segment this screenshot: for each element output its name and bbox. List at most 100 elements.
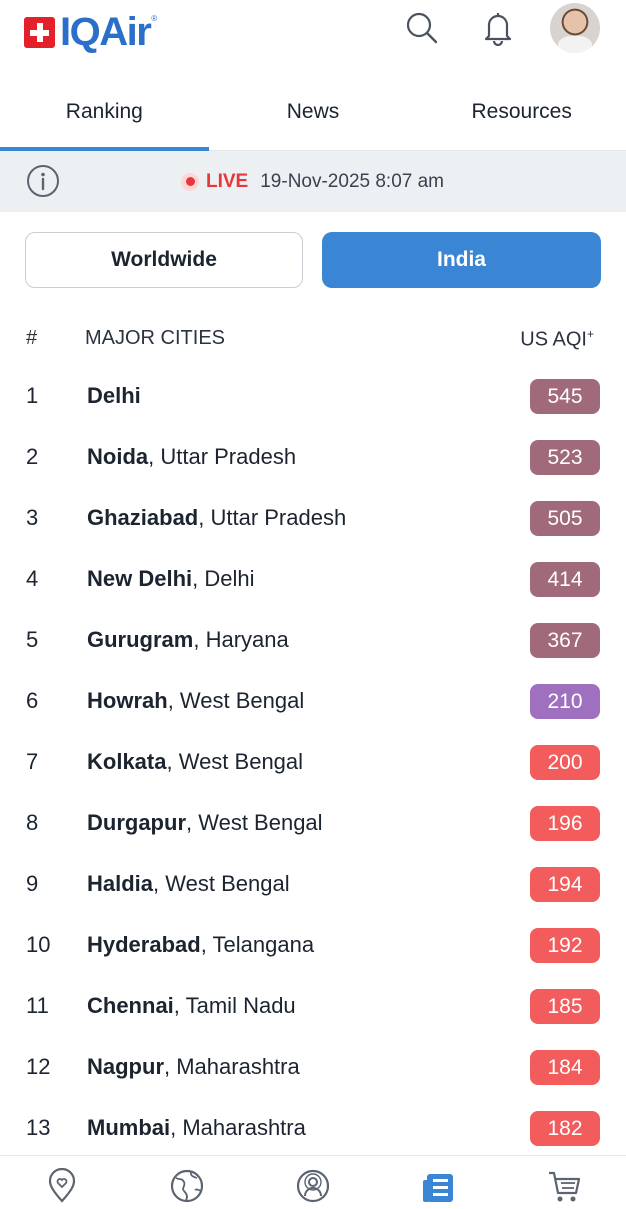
info-icon[interactable] [26,164,60,198]
cart-icon[interactable] [546,1168,582,1204]
brand-name: IQAir [60,10,152,54]
table-row[interactable]: 1 Delhi 545 [0,366,626,427]
aqi-badge: 194 [530,867,600,902]
worldwide-toggle-button[interactable]: Worldwide [25,232,303,288]
region-label: , Tamil Nadu [173,993,296,1018]
tab-news[interactable]: News [286,100,340,123]
table-row[interactable]: 10 Hyderabad, Telangana 192 [0,915,626,976]
location-pin-icon[interactable] [44,1167,80,1204]
table-row[interactable]: 7 Kolkata, West Bengal 200 [0,732,626,793]
aqi-badge: 192 [530,928,600,963]
air-monitor-icon[interactable] [295,1168,331,1204]
region-label: , Uttar Pradesh [148,444,297,469]
globe-icon[interactable] [169,1168,205,1204]
rank-number: 5 [26,627,39,652]
table-row[interactable]: 5 Gurugram, Haryana 367 [0,610,626,671]
rank-number: 13 [26,1115,51,1140]
region-label: , Telangana [200,932,315,957]
city-label: Kolkata [87,749,167,774]
aqi-badge: 196 [530,806,600,841]
india-toggle-button[interactable]: India [322,232,601,288]
ranking-list-icon[interactable] [421,1168,457,1204]
table-row[interactable]: 12 Nagpur, Maharashtra 184 [0,1037,626,1098]
city-label: Nagpur [87,1054,164,1079]
city-name: Howrah, West Bengal [87,688,304,714]
city-label: Noida [87,444,149,469]
ranking-list: 1 Delhi 545 2 Noida, Uttar Pradesh 523 3 Ghaz… [0,366,626,1159]
region-label: , Uttar Pradesh [198,505,347,530]
city-name: New Delhi, Delhi [87,566,255,592]
table-row[interactable]: 9 Haldia, West Bengal 194 [0,854,626,915]
city-label: Mumbai [87,1115,171,1140]
aqi-badge: 185 [530,989,600,1024]
aqi-badge: 523 [530,440,600,475]
tab-ranking[interactable]: Ranking [0,80,209,151]
city-name: Gurugram, Haryana [87,627,289,653]
live-timestamp: 19-Nov-2025 8:07 am [260,170,445,192]
city-name: Ghaziabad, Uttar Pradesh [87,505,346,531]
city-column-header: MAJOR CITIES [85,327,226,349]
rank-number: 6 [26,688,39,713]
aqi-badge: 505 [530,501,600,536]
rank-number: 1 [26,383,39,408]
live-status-bar: LIVE 19-Nov-2025 8:07 am [0,151,626,212]
live-dot-icon [181,172,199,191]
live-indicator: LIVE 19-Nov-2025 8:07 am [181,151,444,212]
aqi-badge: 210 [530,684,600,719]
rank-number: 7 [26,749,39,774]
region-label: , Maharashtra [170,1115,306,1140]
city-label: Chennai [87,993,174,1018]
aqi-column-label: US AQI [520,328,587,351]
rank-number: 12 [26,1054,51,1079]
city-name: Noida, Uttar Pradesh [87,444,296,470]
rank-column-header: # [26,327,38,349]
rank-number: 8 [26,810,39,835]
city-label: Hyderabad [87,932,201,957]
city-name: Chennai, Tamil Nadu [87,993,296,1019]
bottom-navigation [0,1155,626,1204]
table-row[interactable]: 3 Ghaziabad, Uttar Pradesh 505 [0,488,626,549]
table-row[interactable]: 11 Chennai, Tamil Nadu 185 [0,976,626,1037]
aqi-badge: 200 [530,745,600,780]
tab-resources[interactable]: Resources [471,100,572,123]
iqair-logo[interactable]: IQAir ® [24,12,157,52]
bell-icon[interactable] [481,8,515,48]
city-label: New Delhi [87,566,193,591]
region-label: , Maharashtra [164,1054,300,1079]
city-label: Gurugram [87,627,194,652]
rank-number: 4 [26,566,39,591]
ranking-table-header: # MAJOR CITIES US AQI+ [0,320,626,360]
rank-number: 11 [26,993,49,1018]
city-label: Delhi [87,383,141,408]
aqi-column-superscript: + [586,327,594,341]
city-name: Durgapur, West Bengal [87,810,323,836]
region-label: , West Bengal [153,871,290,896]
city-label: Haldia [87,871,154,896]
table-row[interactable]: 8 Durgapur, West Bengal 196 [0,793,626,854]
search-icon[interactable] [405,8,439,48]
aqi-column-header[interactable]: US AQI+ [520,327,594,352]
table-row[interactable]: 13 Mumbai, Maharashtra 182 [0,1098,626,1159]
region-label: , Haryana [193,627,289,652]
region-label: , West Bengal [166,749,304,774]
app-header: IQAir ® [0,0,626,80]
live-label: LIVE [206,170,249,192]
main-tabs: Ranking News Resources [0,80,626,151]
city-name: Hyderabad, Telangana [87,932,314,958]
table-row[interactable]: 2 Noida, Uttar Pradesh 523 [0,427,626,488]
rank-number: 10 [26,932,51,957]
region-label: , Delhi [192,566,255,591]
user-avatar[interactable] [550,3,600,53]
city-label: Durgapur [87,810,186,835]
brand-registered-mark: ® [151,14,158,23]
aqi-badge: 414 [530,562,600,597]
table-row[interactable]: 4 New Delhi, Delhi 414 [0,549,626,610]
city-name: Nagpur, Maharashtra [87,1054,300,1080]
aqi-badge: 545 [530,379,600,414]
city-name: Delhi [87,383,141,409]
city-name: Mumbai, Maharashtra [87,1115,306,1141]
rank-number: 2 [26,444,39,469]
city-label: Howrah [87,688,168,713]
table-row[interactable]: 6 Howrah, West Bengal 210 [0,671,626,732]
rank-number: 9 [26,871,39,896]
